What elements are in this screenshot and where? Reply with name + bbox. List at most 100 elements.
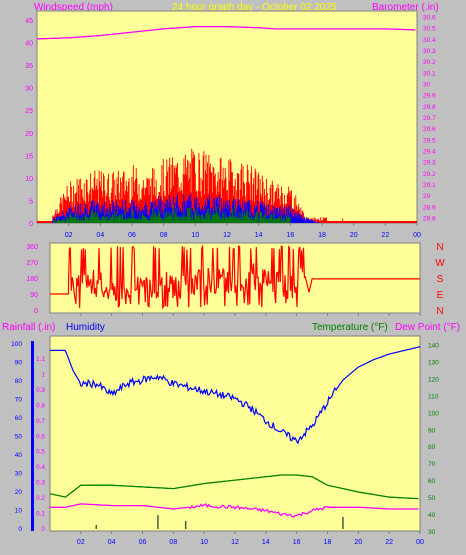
wind-tick-label: 45 [25, 18, 33, 25]
x-tick-label: 02 [65, 232, 73, 239]
compass-label: N [436, 306, 443, 317]
temperature-tick-label: 130 [428, 359, 439, 366]
temperature-tick-label: 110 [428, 393, 439, 400]
temperature-plot-area [49, 335, 421, 532]
humidity-tick-label: 70 [15, 397, 23, 404]
x-tick-label: 20 [354, 539, 362, 546]
temperature-tick-label: 140 [428, 342, 439, 349]
x-tick-label: 06 [139, 539, 147, 546]
x-tick-label: 22 [385, 539, 393, 546]
humidity-tick-label: 90 [15, 360, 23, 367]
barometer-line [36, 25, 416, 40]
rain-tick-label: 0.9 [36, 387, 45, 394]
x-tick-label: 10 [200, 539, 208, 546]
temperature-tick-label: 100 [428, 410, 439, 417]
rainfall-label: Rainfall (.in) [2, 322, 55, 333]
wind-low-series [53, 205, 291, 223]
barometer-tick-label: 30.4 [423, 37, 436, 44]
x-tick-label: 14 [262, 539, 270, 546]
barometer-tick-label: 29.9 [423, 93, 436, 100]
barometer-tick-label: 30.3 [423, 48, 436, 55]
wind-average-series [52, 193, 319, 223]
humidity-label: Humidity [66, 322, 105, 333]
rain-tick-label: 0 [41, 526, 45, 533]
rain-tick-label: 1 [41, 371, 45, 378]
temperature-tick-label: 80 [428, 444, 436, 451]
direction-line [50, 244, 420, 310]
x-tick-label: 06 [128, 232, 136, 239]
compass-label: S [437, 274, 444, 285]
barometer-tick-label: 29.2 [423, 171, 436, 178]
compass-label: N [436, 242, 443, 253]
temperature-tick-label: 70 [428, 461, 436, 468]
direction-tick-label: 270 [26, 260, 38, 267]
rain-axis-bar [31, 341, 34, 531]
x-tick-label: 20 [350, 232, 358, 239]
x-tick-label: 18 [318, 232, 326, 239]
rain-tick-label: 0.2 [36, 495, 45, 502]
humidity-tick-label: 80 [15, 378, 23, 385]
rain-tick-label: 0.5 [36, 449, 45, 456]
humidity-tick-label: 60 [15, 415, 23, 422]
graph-title: 24 hour graph day - October 02 2025 [172, 2, 337, 13]
x-tick-label: 22 [381, 232, 389, 239]
x-tick-label: 04 [96, 232, 104, 239]
temperature-tick-label: 120 [428, 376, 439, 383]
barometer-tick-label: 30.1 [423, 70, 436, 77]
wind-tick-label: 5 [29, 198, 33, 205]
wind-tick-label: 15 [25, 153, 33, 160]
barometer-tick-label: 29.7 [423, 115, 436, 122]
barometer-tick-label: 29.4 [423, 148, 436, 155]
humidity-tick-label: 0 [18, 526, 22, 533]
x-tick-label: 12 [231, 539, 239, 546]
wind-tick-label: 30 [25, 86, 33, 93]
x-tick-label: 08 [160, 232, 168, 239]
x-tick-label: 00 [416, 539, 424, 546]
x-tick-label: 08 [169, 539, 177, 546]
dewpoint-line [50, 503, 419, 518]
barometer-tick-label: 29.8 [423, 104, 436, 111]
humidity-tick-label: 10 [15, 508, 23, 515]
wind-tick-label: 10 [25, 176, 33, 183]
rain-tick-label: 0.4 [36, 464, 45, 471]
temperature-tick-label: 30 [428, 529, 436, 536]
barometer-tick-label: 30 [423, 82, 431, 89]
temperature-label: Temperature (°F) [312, 322, 388, 333]
temperature-tick-label: 50 [428, 495, 436, 502]
barometer-tick-label: 28.8 [423, 215, 436, 222]
barometer-tick-label: 29.3 [423, 160, 436, 167]
barometer-tick-label: 29.1 [423, 182, 436, 189]
humidity-line [50, 346, 421, 445]
barometer-tick-label: 29.5 [423, 137, 436, 144]
x-tick-label: 16 [286, 232, 294, 239]
barometer-tick-label: 30.5 [423, 26, 436, 33]
x-tick-label: 16 [293, 539, 301, 546]
humidity-tick-label: 30 [15, 471, 23, 478]
direction-tick-label: 180 [26, 276, 38, 283]
dewpoint-label: Dew Point (°F) [395, 322, 460, 333]
wind-tick-label: 20 [25, 131, 33, 138]
temperature-tick-label: 40 [428, 512, 436, 519]
direction-tick-label: 90 [30, 292, 38, 299]
humidity-tick-label: 50 [15, 434, 23, 441]
compass-label: E [437, 290, 444, 301]
x-tick-label: 14 [255, 232, 263, 239]
temperature-tick-label: 60 [428, 478, 436, 485]
x-tick-label: 04 [108, 539, 116, 546]
windspeed-label: Windspeed (mph) [34, 2, 113, 13]
wind-tick-label: 25 [25, 108, 33, 115]
direction-tick-label: 0 [34, 308, 38, 315]
barometer-tick-label: 29 [423, 193, 431, 200]
wind-tick-label: 0 [29, 221, 33, 228]
temperature-line [49, 474, 419, 500]
humidity-tick-label: 40 [15, 452, 23, 459]
rain-tick-label: 0.3 [36, 480, 45, 487]
barometer-tick-label: 30.2 [423, 59, 436, 66]
rain-tick-label: 0.8 [36, 402, 45, 409]
rain-tick-label: 0.1 [36, 511, 45, 518]
x-tick-label: 00 [413, 232, 421, 239]
compass-label: W [435, 258, 445, 269]
barometer-tick-label: 29.6 [423, 126, 436, 133]
